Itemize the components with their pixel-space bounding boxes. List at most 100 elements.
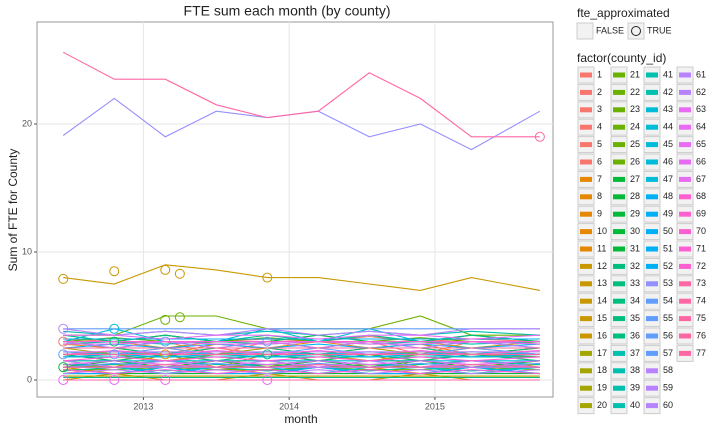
approximated-point <box>160 314 171 325</box>
approximated-point <box>58 362 69 373</box>
legend-label: 16 <box>597 330 607 340</box>
legend-label: 32 <box>630 261 640 271</box>
legend-label: 18 <box>597 365 607 375</box>
series-line <box>63 362 540 368</box>
x-tick-label: 2015 <box>425 401 445 411</box>
legend-label: 6 <box>597 156 602 166</box>
legend-label: 22 <box>630 87 640 97</box>
series-line <box>63 353 540 362</box>
legend-label: 61 <box>696 69 706 79</box>
legend-label: 50 <box>663 226 673 236</box>
approximated-point <box>109 349 120 360</box>
legend-label: 42 <box>663 87 673 97</box>
legend-label: 24 <box>630 122 640 132</box>
legend-label: 65 <box>696 139 706 149</box>
series-line <box>63 341 540 345</box>
series-line <box>63 353 540 358</box>
series-line <box>63 364 540 368</box>
approximated-point <box>109 336 120 347</box>
legend-label: 48 <box>663 191 673 201</box>
legend-label: 58 <box>663 365 673 375</box>
series-line <box>63 264 541 291</box>
legend-label: 5 <box>597 139 602 149</box>
series-line <box>63 360 540 366</box>
legend-label: 1 <box>597 69 602 79</box>
legend-label: 39 <box>630 383 640 393</box>
legend-label: 76 <box>696 330 706 340</box>
approximated-point <box>109 266 120 277</box>
legend-label: 21 <box>630 69 640 79</box>
legend-label: 19 <box>597 383 607 393</box>
approximated-point <box>262 272 273 283</box>
approximated-point <box>174 268 185 279</box>
legend-label: 3 <box>597 104 602 114</box>
legend-label: 59 <box>663 383 673 393</box>
legend-label: 41 <box>663 69 673 79</box>
legend-label: 38 <box>630 365 640 375</box>
legend-label: 62 <box>696 87 706 97</box>
legend-label: 71 <box>696 243 706 253</box>
approximated-point <box>160 264 171 275</box>
approximated-point <box>58 374 69 385</box>
approximated-point <box>160 374 171 385</box>
legend-label: 69 <box>696 209 706 219</box>
legend-label: 66 <box>696 156 706 166</box>
approximated-point <box>262 349 273 360</box>
x-tick-label: 2013 <box>133 401 153 411</box>
x-tick-label: 2014 <box>279 401 299 411</box>
legend-label: 51 <box>663 243 673 253</box>
legend-label: 25 <box>630 139 640 149</box>
series-line <box>63 341 540 349</box>
legend-label: 63 <box>696 104 706 114</box>
y-axis-title: Sum of FTE for County <box>6 149 20 272</box>
legend-label: 49 <box>663 209 673 219</box>
legend-label: 43 <box>663 104 673 114</box>
legend-label: 9 <box>597 209 602 219</box>
legend-label: 8 <box>597 191 602 201</box>
y-tick-label: 20 <box>22 118 32 128</box>
legend-label: 2 <box>597 87 602 97</box>
legend-label: 14 <box>597 296 607 306</box>
series-line <box>63 328 540 336</box>
series-line <box>63 334 540 340</box>
legend-label: 73 <box>696 278 706 288</box>
x-axis-title: month <box>284 412 317 426</box>
legend-label: 56 <box>663 330 673 340</box>
legend-label: 47 <box>663 174 673 184</box>
legend-label: 64 <box>696 122 706 132</box>
legend-label: 28 <box>630 191 640 201</box>
legend-label: 31 <box>630 243 640 253</box>
legend-label: 54 <box>663 296 673 306</box>
approximated-point <box>109 323 120 334</box>
legend-label: 74 <box>696 296 706 306</box>
legend-label: 23 <box>630 104 640 114</box>
legend-label: 30 <box>630 226 640 236</box>
series-line <box>62 51 540 138</box>
legend-label: 10 <box>597 226 607 236</box>
series-line <box>63 334 540 343</box>
approximated-point <box>58 336 69 347</box>
legend-label: FALSE <box>596 25 624 35</box>
legend-label: 29 <box>630 209 640 219</box>
y-tick-label: 10 <box>22 246 32 256</box>
legend-label: 44 <box>663 122 673 132</box>
legend-symbol <box>631 26 641 36</box>
series-line <box>63 337 540 343</box>
legend-label: 68 <box>696 191 706 201</box>
legend-label: 26 <box>630 156 640 166</box>
legend-label: 11 <box>597 243 606 253</box>
legend-label: 46 <box>663 156 673 166</box>
legend-label: 67 <box>696 174 706 184</box>
legend-label: 12 <box>597 261 607 271</box>
legend-label: 77 <box>696 348 706 358</box>
series-line <box>63 366 540 372</box>
series-line <box>63 360 540 368</box>
legend-label: 34 <box>630 296 640 306</box>
legend-label: 4 <box>597 122 602 132</box>
legend-label: 20 <box>597 400 607 410</box>
legend-label: 36 <box>630 330 640 340</box>
legend-title: fte_approximated <box>577 6 670 20</box>
legend-label: 72 <box>696 261 706 271</box>
